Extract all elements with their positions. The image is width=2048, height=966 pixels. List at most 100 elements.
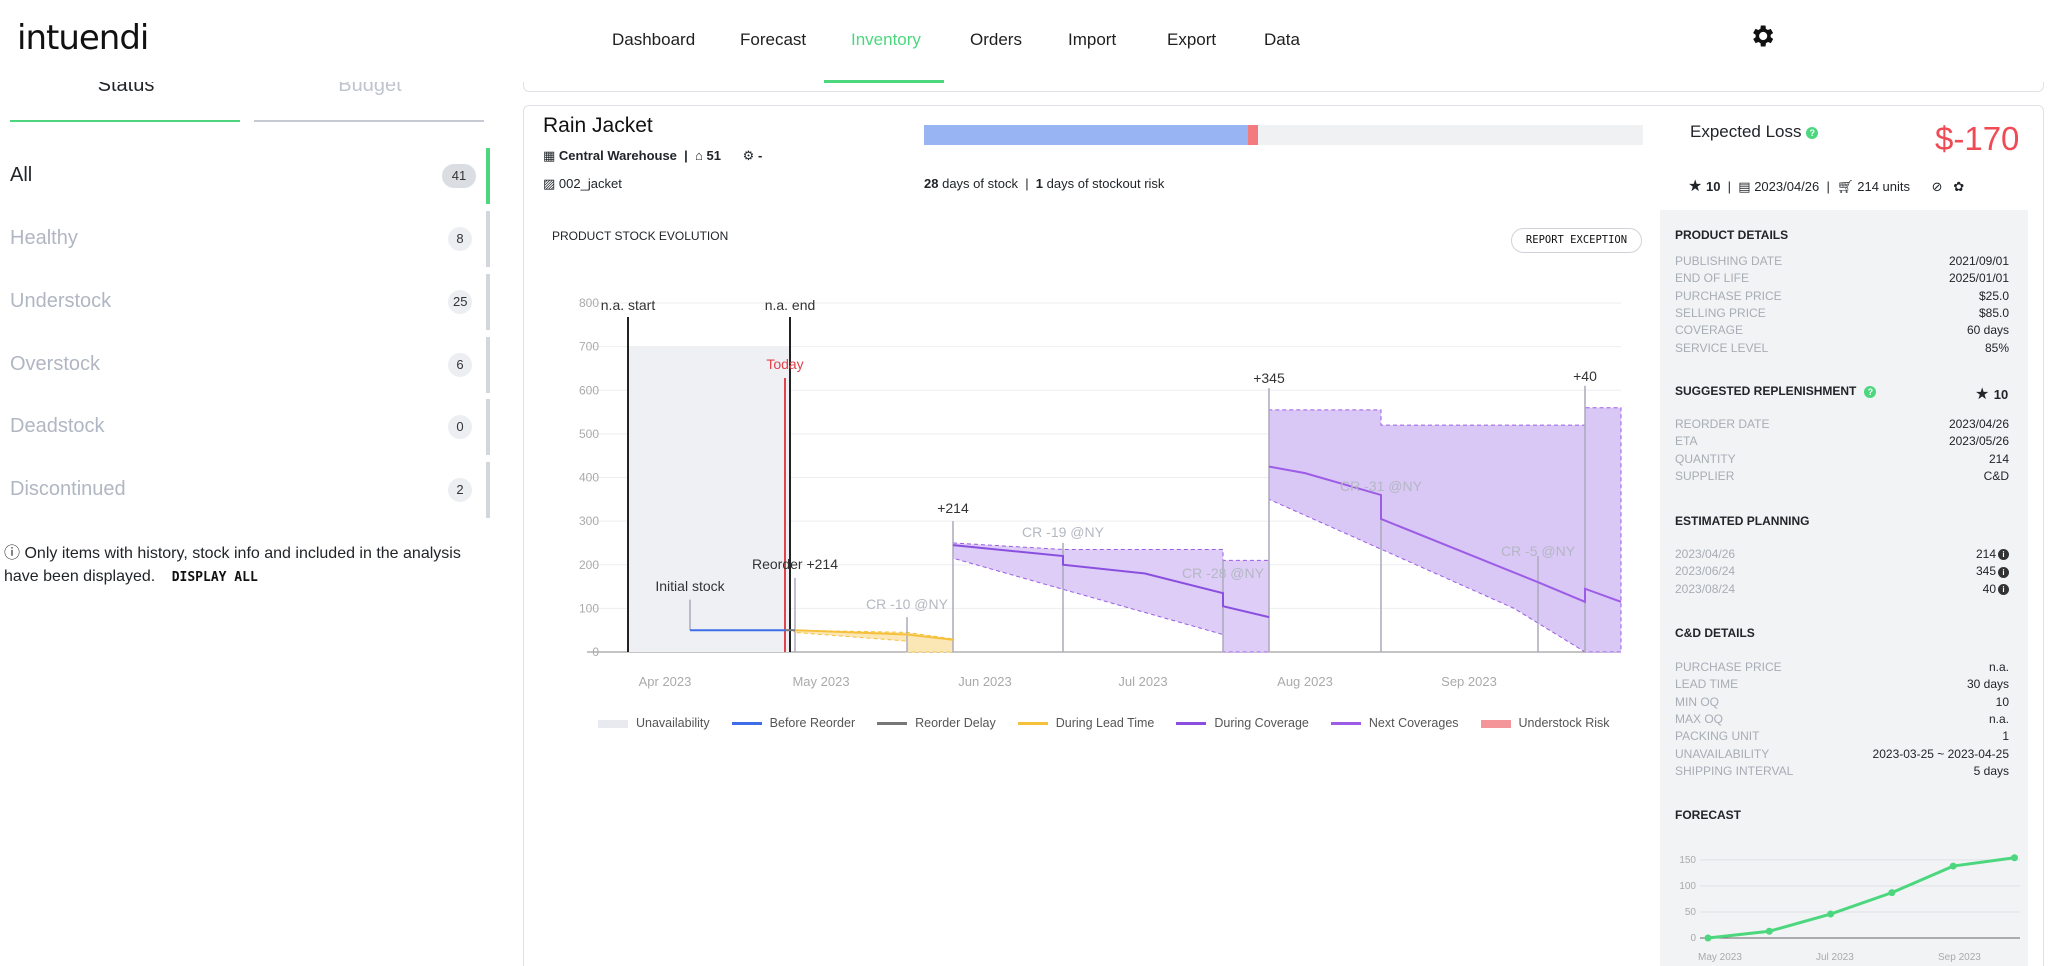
x-tick-label: May 2023 xyxy=(792,674,849,689)
legend-item[interactable]: Unavailability xyxy=(598,716,710,730)
priority-value: 10 xyxy=(1705,179,1721,194)
detail-value: C&D xyxy=(1983,468,2009,483)
top-navbar: intuendi Dashboard Forecast Inventory Or… xyxy=(0,0,2048,83)
status-indicator-bar xyxy=(486,274,490,330)
x-tick-label: Jun 2023 xyxy=(958,674,1012,689)
info-icon[interactable]: i xyxy=(1998,583,2009,595)
status-indicator-bar xyxy=(486,211,490,267)
status-count-badge: 25 xyxy=(448,290,473,314)
detail-key: PACKING UNIT xyxy=(1675,729,1760,744)
arrival-label: +214 xyxy=(937,500,969,516)
legend-item[interactable]: During Lead Time xyxy=(1017,716,1154,730)
help-icon[interactable]: ? xyxy=(1806,126,1819,139)
nav-inventory[interactable]: Inventory xyxy=(851,30,921,49)
legend-item[interactable]: Reorder Delay xyxy=(877,716,996,730)
product-meta-row: ▦ Central Warehouse | ⌂ 51 ⚙ - xyxy=(543,148,763,163)
legend-item[interactable]: During Coverage xyxy=(1176,716,1309,730)
status-filter-deadstock[interactable]: Deadstock 0 xyxy=(0,399,492,455)
info-icon[interactable]: i xyxy=(1998,566,2009,578)
detail-value: $25.0 xyxy=(1978,288,2009,303)
pin-icon[interactable]: ✿ xyxy=(1953,179,1965,194)
detail-key: 2023/08/24 xyxy=(1675,581,1736,596)
detail-row: REORDER DATE 2023/04/26 xyxy=(1675,417,2009,432)
nav-data[interactable]: Data xyxy=(1264,30,1300,49)
detail-value: $85.0 xyxy=(1978,305,2009,320)
info-icon[interactable]: i xyxy=(1998,549,2009,561)
active-nav-indicator xyxy=(824,80,944,83)
suggested-priority: ★ 10 xyxy=(1975,384,2008,404)
product-name: Rain Jacket xyxy=(543,114,653,137)
forecast-y-tick: 150 xyxy=(1679,855,1696,866)
detail-key: ETA xyxy=(1675,434,1698,449)
forecast-x-tick: Jul 2023 xyxy=(1816,952,1854,963)
nav-orders[interactable]: Orders xyxy=(970,30,1022,49)
detail-key: SERVICE LEVEL xyxy=(1675,340,1769,355)
legend-swatch xyxy=(1176,722,1207,726)
nav-forecast[interactable]: Forecast xyxy=(740,30,807,49)
detail-key: PURCHASE PRICE xyxy=(1675,288,1782,303)
customer-request-label: CR -31 @NY xyxy=(1340,478,1423,494)
forecast-point xyxy=(2011,854,2018,862)
x-tick-label: Apr 2023 xyxy=(639,674,692,689)
info-note-text: Only items with history, stock info and … xyxy=(4,545,461,585)
nav-dashboard[interactable]: Dashboard xyxy=(612,30,696,49)
y-tick-label: 600 xyxy=(579,383,599,397)
detail-key: SUPPLIER xyxy=(1675,468,1735,483)
detail-row: MIN OQ 10 xyxy=(1675,695,2009,710)
replenishment-summary: ★ 10 | ▤ 2023/04/26 | 🛒︎ 214 units ⊘ ✿ xyxy=(1688,178,1965,195)
detail-row: UNAVAILABILITY 2023-03-25 ~ 2023-04-25 xyxy=(1675,747,2009,762)
supplier-details-title: C&D DETAILS xyxy=(1675,626,1755,640)
units-value: 214 units xyxy=(1857,179,1910,194)
legend-swatch xyxy=(731,722,762,726)
legend-item[interactable]: Next Coverages xyxy=(1330,716,1459,730)
stock-coverage-bar xyxy=(924,125,1643,145)
legend-swatch xyxy=(598,719,628,728)
status-indicator-bar xyxy=(486,462,490,518)
hide-eye-icon[interactable]: ⊘ xyxy=(1931,179,1943,194)
detail-row: 2023/04/26 214 i xyxy=(1675,547,2009,562)
status-filter-overstock[interactable]: Overstock 6 xyxy=(0,337,492,393)
detail-row: SERVICE LEVEL 85% xyxy=(1675,341,2009,356)
status-filter-discontinued[interactable]: Discontinued 2 xyxy=(0,462,492,518)
detail-key: REORDER DATE xyxy=(1675,417,1770,431)
legend-swatch xyxy=(877,722,908,726)
legend-swatch xyxy=(1480,719,1511,728)
nav-import[interactable]: Import xyxy=(1068,30,1117,49)
days-of-stock-label: days of stock xyxy=(942,176,1018,191)
section-title-text: PRODUCT DETAILS xyxy=(1675,228,1789,242)
detail-row: QUANTITY 214 xyxy=(1675,452,2009,467)
y-tick-label: 100 xyxy=(579,601,599,615)
legend-label: Unavailability xyxy=(636,716,710,730)
today-label: Today xyxy=(766,356,803,372)
reorder-date: 2023/04/26 xyxy=(1754,179,1820,194)
settings-gear-icon[interactable] xyxy=(1748,22,1776,50)
detail-row: ETA 2023/05/26 xyxy=(1675,434,2009,449)
nav-export[interactable]: Export xyxy=(1167,30,1217,49)
status-filter-all[interactable]: All 41 xyxy=(0,148,492,204)
detail-key: PUBLISHING DATE xyxy=(1675,254,1783,268)
help-icon[interactable]: ? xyxy=(1864,385,1877,398)
detail-row: 2023/08/24 40 i xyxy=(1675,582,2009,597)
x-tick-label: Aug 2023 xyxy=(1277,674,1333,689)
app-logo[interactable]: intuendi xyxy=(17,18,149,58)
expected-loss-value: $-170 xyxy=(1935,120,2020,157)
legend-item[interactable]: Before Reorder xyxy=(731,716,855,730)
report-exception-button[interactable]: REPORT EXCEPTION xyxy=(1511,228,1642,253)
detail-value: n.a. xyxy=(1988,711,2009,726)
legend-item[interactable]: Understock Risk xyxy=(1480,716,1610,730)
na-end-label: n.a. end xyxy=(765,297,816,313)
stock-evolution-chart: 0 100 200 300 400 500 600 700 800 Apr 2023 May 202… xyxy=(579,296,1622,689)
display-all-link[interactable]: DISPLAY ALL xyxy=(171,570,258,585)
status-count-badge: 6 xyxy=(448,353,472,377)
days-of-stock-value: 28 xyxy=(924,176,939,191)
detail-key: MIN OQ xyxy=(1675,694,1719,709)
status-filter-understock[interactable]: Understock 25 xyxy=(0,274,492,330)
detail-key: SELLING PRICE xyxy=(1675,305,1766,320)
status-filter-healthy[interactable]: Healthy 8 xyxy=(0,211,492,267)
unavailability-band xyxy=(628,346,790,652)
detail-value: 2023/04/26 xyxy=(1948,417,2009,431)
chart-title: PRODUCT STOCK EVOLUTION xyxy=(552,229,729,243)
product-card xyxy=(523,105,2044,966)
detail-row: PACKING UNIT 1 xyxy=(1675,729,2009,744)
detail-key: UNAVAILABILITY xyxy=(1675,746,1770,761)
